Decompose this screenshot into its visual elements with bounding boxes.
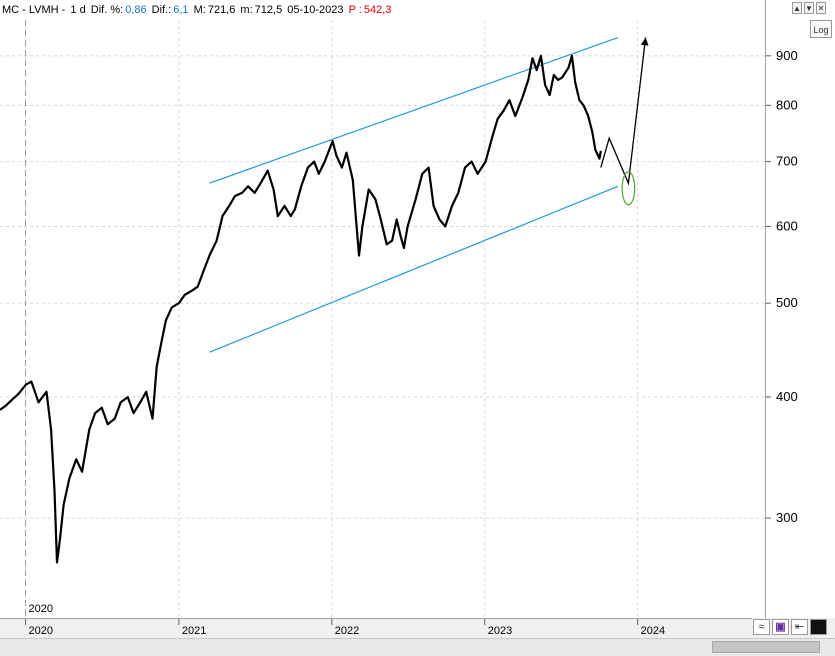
log-scale-button[interactable]: Log bbox=[810, 20, 832, 38]
symbol-label: MC - LVMH - bbox=[2, 4, 66, 16]
dif-pct-label: Dif. %: bbox=[90, 4, 124, 16]
price-tick-label: 500 bbox=[776, 295, 798, 310]
p-label: P : bbox=[348, 4, 362, 16]
target-ellipse bbox=[621, 171, 636, 206]
channel-lower-line bbox=[209, 185, 619, 353]
min-label: m: bbox=[240, 4, 253, 16]
fill-color-icon[interactable] bbox=[810, 619, 827, 635]
price-tick-label: 600 bbox=[776, 218, 798, 233]
dif-pct-value: 0,86 bbox=[125, 4, 147, 16]
plot-area[interactable]: 2020 bbox=[0, 0, 765, 618]
price-tick-label: 400 bbox=[776, 389, 798, 404]
time-tick-label: 2020 bbox=[29, 625, 53, 637]
price-axis[interactable]: 300 400 500 600 700 800 900 bbox=[765, 0, 835, 618]
projection-arrow bbox=[600, 37, 649, 186]
dif-label: Dif.: bbox=[151, 4, 172, 16]
price-axis-labels: 300 400 500 600 700 800 900 bbox=[766, 48, 798, 525]
price-line bbox=[0, 54, 602, 564]
channel-upper-line bbox=[209, 36, 619, 184]
min-value: 712,5 bbox=[254, 4, 283, 16]
price-tick-label: 800 bbox=[776, 97, 798, 112]
time-tick-label: 2024 bbox=[641, 625, 665, 637]
scrollbar-thumb[interactable] bbox=[712, 641, 820, 653]
time-axis[interactable]: 2020 2021 2022 2023 2024 bbox=[0, 618, 752, 638]
max-value: 721,6 bbox=[207, 4, 236, 16]
price-tick-label: 900 bbox=[776, 48, 798, 63]
horizontal-scrollbar[interactable] bbox=[0, 638, 835, 656]
price-chart[interactable]: 2020 bbox=[0, 0, 765, 618]
save-icon[interactable]: ▣ bbox=[772, 619, 789, 635]
chart-tools: ≈ ▣ ⇤ bbox=[753, 619, 827, 637]
dif-value: 6,1 bbox=[173, 4, 189, 16]
time-tick-label: 2023 bbox=[488, 625, 512, 637]
time-axis-labels: 2020 2021 2022 2023 2024 bbox=[25, 619, 665, 637]
year-marker-label: 2020 bbox=[29, 603, 53, 615]
date-value: 05-10-2023 bbox=[287, 4, 344, 16]
p-value: 542,3 bbox=[363, 4, 392, 16]
time-tick-label: 2022 bbox=[335, 625, 359, 637]
close-button[interactable]: ✕ bbox=[816, 2, 826, 14]
zoom-tool-icon[interactable]: ≈ bbox=[753, 619, 770, 635]
info-bar: MC - LVMH - 1 d Dif. %: 0,86 Dif.: 6,1 M: 7… bbox=[0, 0, 765, 20]
price-tick-label: 700 bbox=[776, 154, 798, 169]
window-buttons: ▲ ▼ ✕ bbox=[792, 2, 826, 16]
scroll-down-button[interactable]: ▼ bbox=[804, 2, 814, 14]
scroll-up-button[interactable]: ▲ bbox=[792, 2, 802, 14]
expand-left-icon[interactable]: ⇤ bbox=[791, 619, 808, 635]
period-label: 1 d bbox=[70, 4, 86, 16]
max-label: M: bbox=[193, 4, 206, 16]
price-tick-label: 300 bbox=[776, 510, 798, 525]
time-tick-label: 2021 bbox=[182, 625, 206, 637]
